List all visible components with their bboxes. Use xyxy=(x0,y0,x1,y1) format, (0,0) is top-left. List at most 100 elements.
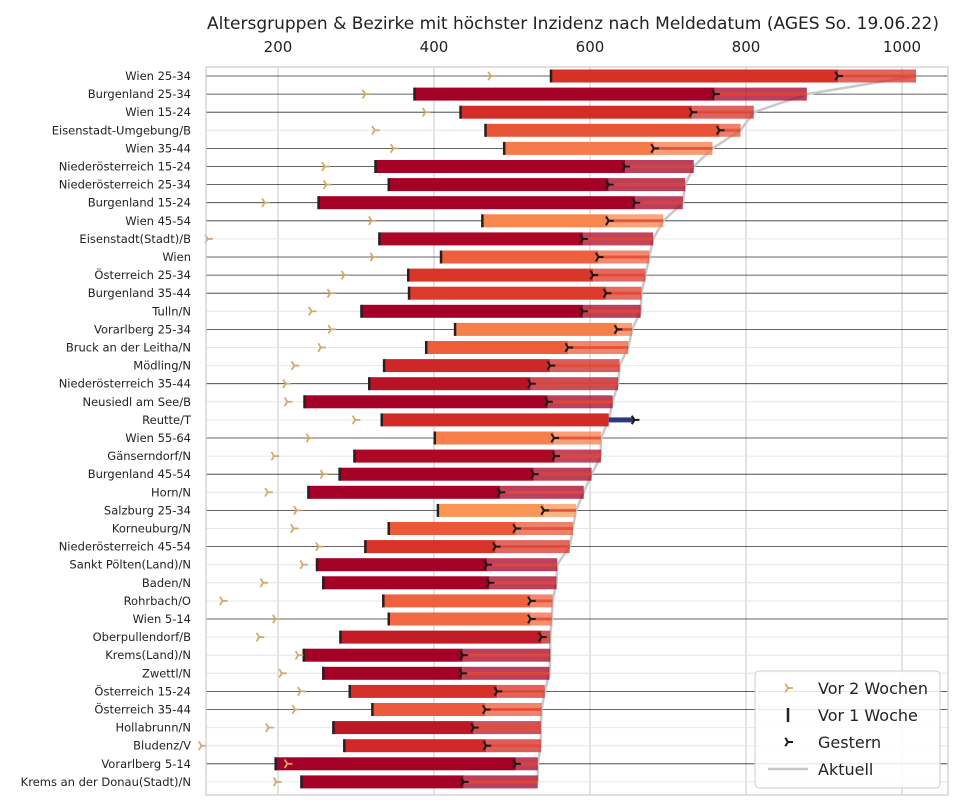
incidence-bar xyxy=(409,286,607,300)
x-tick-label: 800 xyxy=(732,38,761,56)
gestern-marker-stroke xyxy=(630,415,636,421)
gestern-marker-stroke xyxy=(630,419,636,425)
vor-2-wochen-marker-stroke xyxy=(283,397,289,403)
vor-2-wochen-marker-stroke xyxy=(272,777,278,783)
category-row xyxy=(293,503,576,517)
vor-2-wochen-marker-stroke xyxy=(340,270,346,276)
vor-2-wochen-marker xyxy=(361,89,371,99)
vor-2-wochen-marker xyxy=(283,397,293,407)
gestern-marker xyxy=(460,777,469,787)
gestern-marker-stroke xyxy=(540,505,545,511)
incidence-bar xyxy=(485,123,720,137)
gestern-marker-stroke xyxy=(564,342,569,349)
change-strip xyxy=(487,563,558,567)
y-tick-label: Wien 25-34 xyxy=(125,69,191,83)
legend-item-vor-2-wochen: Vor 2 Wochen xyxy=(784,679,928,698)
vor-2-wochen-marker xyxy=(282,378,291,389)
gestern-marker-stroke xyxy=(551,455,556,461)
y-tick-label: Vorarlberg 25-34 xyxy=(94,322,191,336)
gestern-marker-stroke xyxy=(594,256,600,262)
vor-2-wochen-marker-stroke xyxy=(293,505,298,511)
vor-2-wochen-marker-stroke xyxy=(290,523,295,529)
vor-2-wochen-marker xyxy=(299,559,308,570)
change-strip xyxy=(515,762,538,766)
gestern-marker xyxy=(492,541,501,552)
vor-2-wochen-marker xyxy=(327,324,337,335)
y-tick-label: Wien 5-14 xyxy=(133,612,191,626)
change-strip xyxy=(495,545,570,549)
vor-2-wochen-marker-stroke xyxy=(368,216,373,222)
gestern-marker-stroke xyxy=(602,292,608,298)
vor-2-wochen-marker-stroke xyxy=(294,650,300,656)
category-row xyxy=(259,576,557,590)
incidence-bar xyxy=(441,250,599,264)
category-row xyxy=(299,558,558,572)
incidence-bar xyxy=(372,703,486,716)
gestern-marker-stroke xyxy=(631,197,637,204)
gestern-marker-stroke xyxy=(605,179,610,186)
incidence-bar xyxy=(333,721,474,735)
vor-2-wochen-marker-stroke xyxy=(290,528,295,534)
aktuell-line xyxy=(536,74,917,782)
category-row xyxy=(255,630,551,644)
incidence-bar xyxy=(388,522,516,535)
change-strip xyxy=(608,219,664,223)
y-tick-label: Vorarlberg 5-14 xyxy=(101,757,191,771)
category-row xyxy=(315,540,570,554)
gestern-marker xyxy=(493,686,503,697)
change-strip xyxy=(550,364,620,368)
incidence-bar xyxy=(388,178,609,192)
incidence-bar xyxy=(339,467,534,481)
gestern-marker xyxy=(459,650,468,660)
change-strip xyxy=(714,92,807,96)
vor-2-wochen-marker-stroke xyxy=(421,111,427,117)
vor-2-wochen-marker-stroke xyxy=(293,509,298,516)
vor-2-wochen-marker-stroke xyxy=(319,473,324,479)
y-tick-label: Zwettl/N xyxy=(142,666,191,680)
gestern-marker-stroke xyxy=(613,328,619,335)
incidence-bar xyxy=(365,540,496,554)
vor-2-wochen-marker xyxy=(219,596,228,606)
vor-2-wochen-marker-stroke xyxy=(317,347,322,353)
change-strip xyxy=(530,599,553,603)
vor-2-wochen-marker xyxy=(283,759,293,769)
vor-2-wochen-marker xyxy=(389,143,399,154)
category-row xyxy=(297,684,545,698)
change-strip xyxy=(500,490,584,494)
gestern-marker-stroke xyxy=(470,722,475,729)
gestern-marker-stroke xyxy=(458,672,463,679)
gestern-marker-stroke xyxy=(470,727,475,733)
change-strip xyxy=(608,183,686,187)
gestern-marker xyxy=(527,614,536,624)
vor-2-wochen-marker-stroke xyxy=(283,759,289,765)
vor-2-wochen-marker xyxy=(421,107,431,117)
y-tick-label: Wien 35-44 xyxy=(125,141,191,155)
vor-2-wochen-marker xyxy=(305,433,315,443)
legend-label-gestern: Gestern xyxy=(818,733,881,752)
vor-2-wochen-marker-stroke xyxy=(270,451,275,457)
change-strip xyxy=(653,146,713,150)
category-row xyxy=(389,141,713,155)
gestern-marker xyxy=(631,197,641,208)
gestern-marker xyxy=(496,487,506,498)
gestern-marker-stroke xyxy=(711,93,716,99)
vor-2-wochen-marker-stroke xyxy=(315,546,320,552)
vor-2-wochen-marker xyxy=(272,614,281,624)
vor-2-wochen-marker-stroke xyxy=(219,596,224,602)
change-strip xyxy=(593,273,646,277)
vor-2-wochen-marker-stroke xyxy=(219,600,224,606)
gestern-marker-stroke xyxy=(605,216,610,222)
gestern-marker-icon xyxy=(784,737,793,747)
gestern-marker xyxy=(481,704,491,715)
vor-2-wochen-marker-stroke xyxy=(327,324,332,330)
gestern-marker xyxy=(605,179,614,190)
vor-2-wochen-marker xyxy=(321,161,330,172)
y-tick-label: Österreich 35-44 xyxy=(94,701,191,717)
chart-title: Altersgruppen & Bezirke mit höchster Inz… xyxy=(207,14,939,34)
incidence-bar xyxy=(304,395,548,409)
gestern-marker-stroke xyxy=(564,346,569,353)
vor-2-wochen-marker-stroke xyxy=(278,672,283,679)
vor-2-wochen-marker-stroke xyxy=(264,491,269,498)
y-tick-label: Wien xyxy=(162,250,191,264)
vor-2-wochen-marker xyxy=(278,668,287,679)
